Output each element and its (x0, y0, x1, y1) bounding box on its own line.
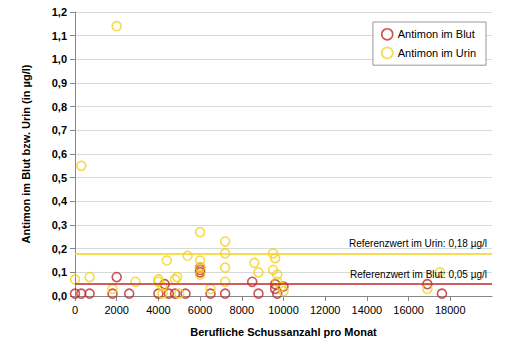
svg-text:4000: 4000 (146, 304, 170, 316)
svg-text:Berufliche Schussanzahl pro Mo: Berufliche Schussanzahl pro Monat (190, 326, 377, 338)
svg-text:0,5: 0,5 (52, 172, 67, 184)
svg-text:8000: 8000 (230, 304, 254, 316)
svg-text:Antimon im Urin: Antimon im Urin (398, 47, 476, 59)
svg-text:0,8: 0,8 (52, 101, 67, 113)
svg-text:Antimon im Blut bzw. Urin (in: Antimon im Blut bzw. Urin (in µg/l) (20, 64, 32, 243)
svg-text:Antimon im Blut: Antimon im Blut (398, 28, 475, 40)
svg-text:1,1: 1,1 (52, 30, 67, 42)
svg-text:14000: 14000 (352, 304, 383, 316)
svg-text:Referenzwert im Blut: 0,05 µg/: Referenzwert im Blut: 0,05 µg/l (350, 269, 487, 280)
svg-text:6000: 6000 (188, 304, 212, 316)
svg-text:10000: 10000 (268, 304, 299, 316)
svg-text:0,1: 0,1 (52, 266, 67, 278)
svg-text:2000: 2000 (104, 304, 128, 316)
svg-text:0: 0 (72, 304, 78, 316)
svg-text:Referenzwert im Urin: 0,18 µg/: Referenzwert im Urin: 0,18 µg/l (349, 238, 487, 249)
svg-text:16000: 16000 (393, 304, 424, 316)
svg-text:0,0: 0,0 (52, 290, 67, 302)
svg-text:0,4: 0,4 (52, 195, 68, 207)
svg-text:0,2: 0,2 (52, 243, 67, 255)
svg-text:18000: 18000 (435, 304, 466, 316)
svg-text:0,7: 0,7 (52, 124, 67, 136)
svg-text:1,0: 1,0 (52, 53, 67, 65)
svg-text:0,3: 0,3 (52, 219, 67, 231)
svg-text:0,9: 0,9 (52, 77, 67, 89)
svg-text:0,6: 0,6 (52, 148, 67, 160)
svg-text:1,2: 1,2 (52, 6, 67, 18)
svg-text:12000: 12000 (310, 304, 341, 316)
